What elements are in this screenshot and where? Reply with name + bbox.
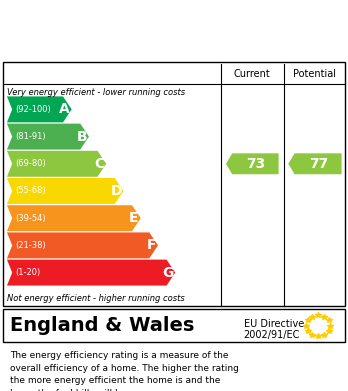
Polygon shape: [7, 205, 141, 231]
Text: Potential: Potential: [293, 69, 337, 79]
Text: B: B: [77, 129, 87, 143]
Text: C: C: [94, 157, 104, 171]
Text: England & Wales: England & Wales: [10, 316, 195, 335]
Text: Very energy efficient - lower running costs: Very energy efficient - lower running co…: [7, 88, 185, 97]
Text: (55-68): (55-68): [16, 187, 46, 196]
Polygon shape: [7, 178, 124, 204]
Text: (21-38): (21-38): [16, 241, 46, 250]
Polygon shape: [226, 153, 279, 174]
Text: E: E: [129, 211, 139, 225]
Polygon shape: [7, 232, 158, 258]
Text: (69-80): (69-80): [16, 159, 46, 168]
Polygon shape: [7, 124, 89, 149]
Text: A: A: [60, 102, 70, 117]
Text: 73: 73: [246, 157, 266, 171]
Polygon shape: [7, 260, 175, 285]
Polygon shape: [288, 153, 342, 174]
Text: D: D: [111, 184, 122, 198]
Polygon shape: [7, 151, 106, 177]
Text: (92-100): (92-100): [16, 105, 52, 114]
Text: 2002/91/EC: 2002/91/EC: [244, 330, 300, 340]
Text: F: F: [146, 239, 156, 253]
Text: Energy Efficiency Rating: Energy Efficiency Rating: [10, 26, 258, 44]
Text: (81-91): (81-91): [16, 132, 46, 141]
Text: Not energy efficient - higher running costs: Not energy efficient - higher running co…: [7, 294, 185, 303]
Polygon shape: [7, 97, 72, 122]
Text: (1-20): (1-20): [16, 268, 41, 277]
Text: Current: Current: [234, 69, 271, 79]
Text: The energy efficiency rating is a measure of the
overall efficiency of a home. T: The energy efficiency rating is a measur…: [10, 351, 239, 391]
Text: (39-54): (39-54): [16, 214, 46, 223]
Text: G: G: [163, 265, 174, 280]
Text: EU Directive: EU Directive: [244, 319, 304, 329]
Text: 77: 77: [309, 157, 328, 171]
